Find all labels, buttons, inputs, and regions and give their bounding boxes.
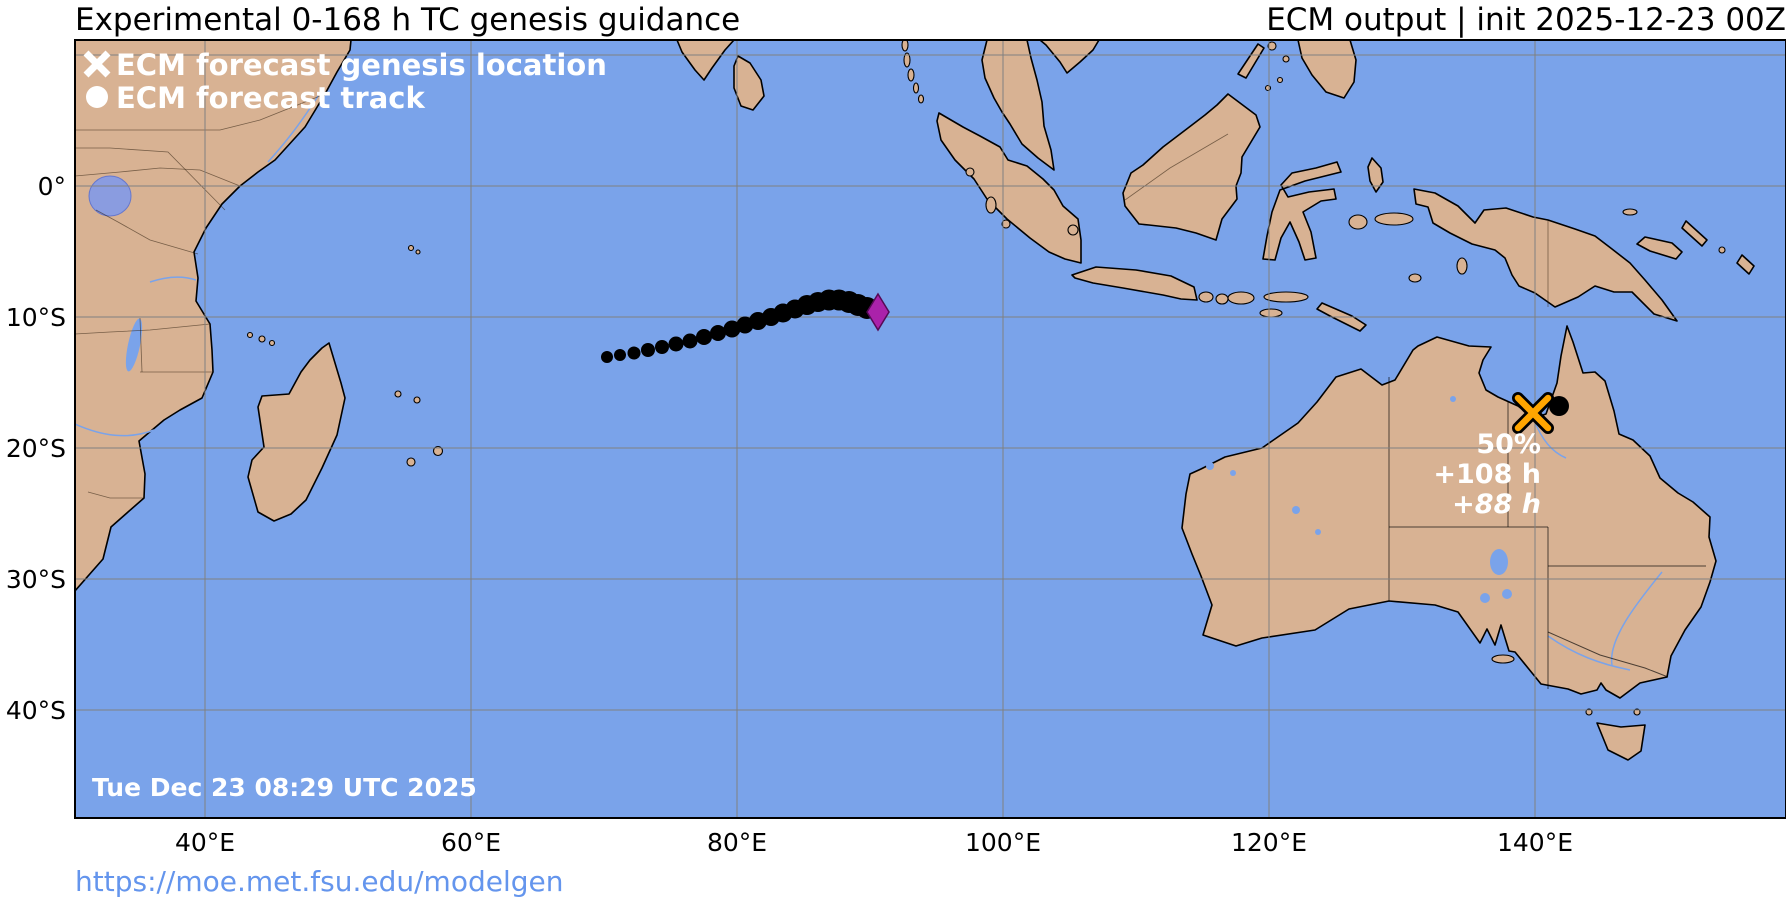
small-islands [246, 40, 1726, 716]
indochina [1039, 40, 1100, 74]
lake-eyre [1490, 549, 1508, 575]
admin-boundaries [75, 93, 1706, 689]
lake-victoria [88, 175, 132, 217]
track-point [696, 329, 712, 345]
model-init-label: ECM output | init 2025-12-23 00Z [1266, 2, 1786, 38]
y-tick-label: 0° [38, 172, 66, 201]
figure-title: Experimental 0-168 h TC genesis guidance [75, 2, 740, 38]
new-guinea [1413, 188, 1678, 322]
new-britain [1636, 236, 1683, 260]
borneo [1122, 93, 1261, 241]
x-tick-label: 100°E [965, 828, 1041, 857]
track-point [627, 346, 641, 360]
map-legend: ECM forecast genesis location ECM foreca… [83, 48, 607, 115]
y-tick-label: 30°S [6, 565, 66, 594]
y-tick-label: 20°S [6, 434, 66, 463]
valid-time-label: Tue Dec 23 08:29 UTC 2025 [92, 773, 477, 802]
tasmania [1596, 722, 1646, 761]
genesis-x-icon [83, 50, 111, 78]
y-tick-label: 40°S [6, 696, 66, 725]
y-tick-label: 10°S [6, 303, 66, 332]
africa [75, 40, 352, 593]
genesis-lead-label: +108 h [1433, 459, 1541, 490]
map-frame [74, 39, 1786, 819]
track-dot-icon [86, 86, 108, 108]
legend-genesis-label: ECM forecast genesis location [116, 48, 607, 82]
track-point [614, 349, 626, 361]
graticule [75, 40, 1786, 818]
track-point [682, 333, 698, 349]
australia [1181, 325, 1717, 699]
x-tick-label: 140°E [1497, 828, 1573, 857]
halmahera [1367, 157, 1384, 193]
madagascar [247, 342, 346, 522]
x-tick-label: 60°E [441, 828, 501, 857]
x-tick-label: 40°E [175, 828, 235, 857]
forecast-track [601, 289, 890, 363]
genesis-x-marker [1514, 394, 1552, 432]
genesis-lead-alt-label: +88 h [1452, 489, 1541, 520]
y-axis-labels: 0° 10°S 20°S 30°S 40°S [6, 172, 66, 725]
malay-peninsula [981, 40, 1055, 171]
track-point [655, 340, 669, 354]
x-axis-labels: 40°E 60°E 80°E 100°E 120°E 140°E [175, 828, 1573, 857]
source-url-link[interactable]: https://moe.met.fsu.edu/modelgen [75, 865, 563, 898]
track-endpoint-diamond [866, 292, 890, 332]
track-point [710, 325, 726, 341]
land-layer [75, 40, 1755, 761]
sumatra [936, 112, 1082, 264]
lake-malawi [125, 318, 143, 372]
bougainville [1736, 254, 1755, 275]
legend-track-label: ECM forecast track [116, 81, 425, 115]
x-tick-label: 80°E [707, 828, 767, 857]
genesis-markers: 50%+108 h+88 h [1433, 392, 1569, 520]
track-point [601, 351, 613, 363]
palawan [1237, 43, 1265, 79]
track-point [641, 343, 655, 357]
track-point [668, 336, 684, 352]
sri-lanka [733, 55, 765, 111]
x-tick-label: 120°E [1231, 828, 1307, 857]
new-ireland [1681, 220, 1708, 247]
track-point [723, 320, 741, 338]
java [1071, 266, 1198, 301]
genesis-track-point [1549, 396, 1569, 416]
genesis-probability-label: 50% [1476, 429, 1541, 460]
